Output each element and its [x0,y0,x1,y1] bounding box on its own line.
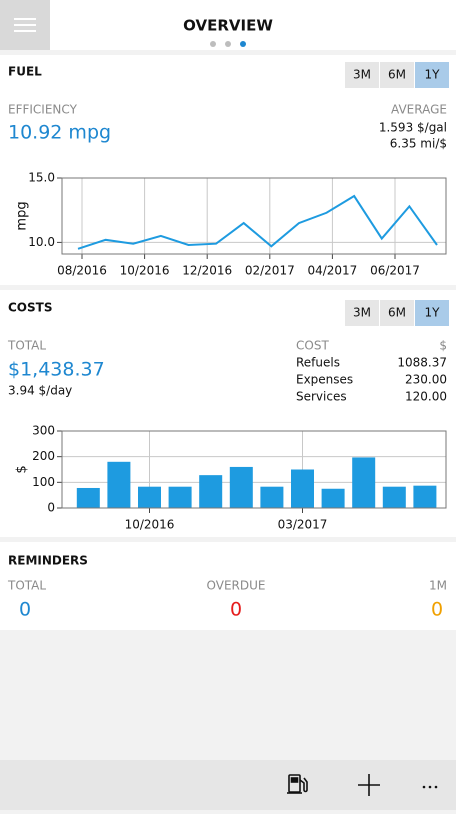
add-button[interactable] [358,774,380,796]
range-button-label: 6M [388,306,406,320]
reminder-value: 0 [19,599,31,621]
range-button[interactable] [380,300,414,326]
average: 1.593 $/gal [379,121,447,135]
bar [352,457,376,508]
x-tick-label: 04/2017 [307,264,357,278]
range-button-label: 1Y [425,68,441,82]
cost-name: Expenses [296,373,353,387]
page-dot [240,41,246,47]
page-dot [225,41,231,47]
reminder-label: OVERDUE [207,579,266,593]
range-button[interactable] [345,62,379,88]
range-button[interactable] [345,300,379,326]
section-title: REMINDERS [8,554,88,568]
y-tick-label: 15.0 [28,171,55,185]
y-axis-label: $ [15,465,30,473]
x-tick-label: 03/2017 [278,518,328,532]
fuel-card [0,55,456,285]
x-tick-label: 06/2017 [370,264,420,278]
bar [260,486,284,508]
bar [76,487,100,508]
bar [168,486,192,508]
app-bar [0,760,456,810]
efficiency: 10.92 mpg [8,122,111,144]
y-tick-label: 100 [32,475,55,489]
reminder-label: 1M [429,579,447,593]
section-title: COSTS [8,301,52,315]
range-button-label: 1Y [425,306,441,320]
label: COST [296,339,329,353]
reminders-card [0,542,456,630]
y-axis-label: mpg [15,201,30,230]
range-button[interactable] [415,300,449,326]
label: EFFICIENCY [8,103,78,117]
refuel-button[interactable] [287,774,308,794]
label: AVERAGE [391,103,447,117]
bar [229,466,253,508]
y-tick-label: 300 [32,424,55,438]
range-button-label: 3M [353,306,371,320]
label: $ [439,339,447,353]
plot-frame [61,177,447,255]
more-button[interactable] [422,785,438,789]
x-tick-label: 10/2016 [120,264,170,278]
section-title: FUEL [8,65,42,79]
page-dot [210,41,216,47]
average: 6.35 mi/$ [390,137,447,151]
x-tick-label: 08/2016 [57,264,107,278]
y-tick-label: 0 [47,501,55,515]
x-tick-label: 10/2016 [125,518,175,532]
plot-frame [61,430,447,509]
cost-value: 230.00 [405,373,447,387]
bar [199,475,223,508]
x-tick-label: 02/2017 [245,264,295,278]
cost-name: Services [296,390,347,404]
bar [107,461,131,508]
cost-value: 1088.37 [397,356,447,370]
cost-value: 120.00 [405,390,447,404]
range-button-label: 6M [388,68,406,82]
bar [291,469,314,508]
page-title: OVERVIEW [183,17,273,35]
range-button-label: 3M [353,68,371,82]
range-button[interactable] [415,62,449,88]
bar [413,485,437,508]
label: TOTAL [7,339,46,353]
mpg-line [77,194,438,250]
reminder-value: 0 [230,599,242,621]
y-tick-label: 200 [32,449,55,463]
per-day: 3.94 $/day [8,384,72,398]
x-tick-label: 12/2016 [182,264,232,278]
bar [321,488,345,508]
reminder-value: 0 [431,599,443,621]
range-button[interactable] [380,62,414,88]
bar [382,486,406,508]
total: $1,438.37 [8,359,105,381]
costs-card [0,290,456,537]
cost-name: Refuels [296,356,340,370]
reminder-label: TOTAL [7,579,46,593]
bar [138,486,161,508]
y-tick-label: 10.0 [28,235,55,249]
menu-icon [14,18,36,32]
